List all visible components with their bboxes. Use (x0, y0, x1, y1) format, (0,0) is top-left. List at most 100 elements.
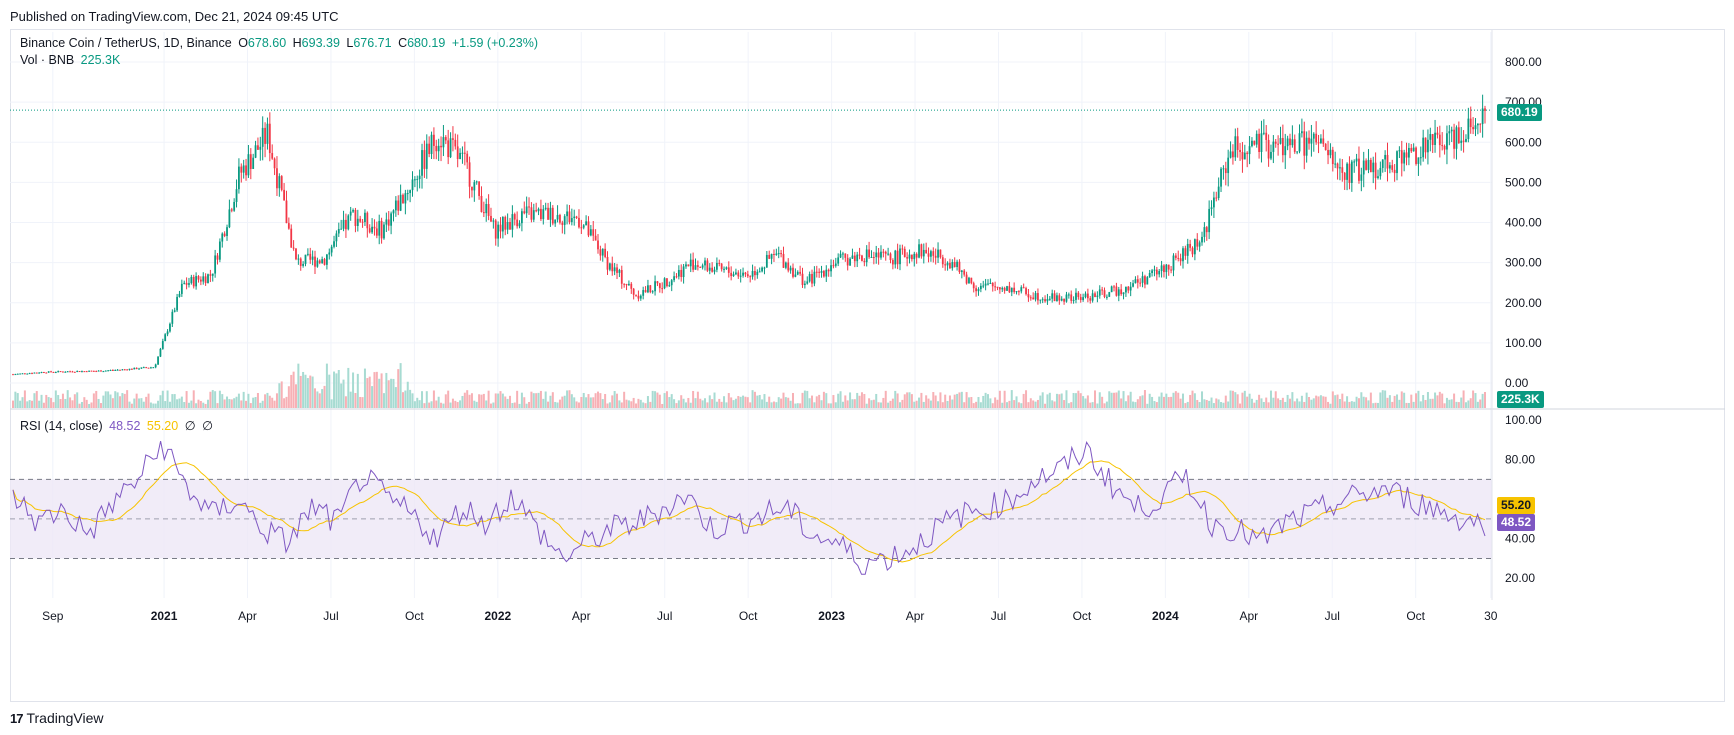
candle-body (1075, 292, 1077, 300)
candle-body (278, 176, 281, 189)
volume-bar (1105, 401, 1108, 408)
candle-body (630, 283, 633, 289)
candle-body (397, 200, 400, 211)
candle-body (1008, 286, 1011, 293)
candle-body (1291, 139, 1294, 146)
candle-body (713, 269, 716, 272)
candle-body (1229, 151, 1232, 158)
candle-body (442, 137, 445, 148)
candle-body (1457, 127, 1460, 143)
symbol-title[interactable]: Binance Coin / TetherUS, 1D, Binance (20, 36, 232, 50)
time-tick-label: Jul (323, 609, 338, 623)
candle-body (35, 372, 38, 374)
volume-bar (582, 392, 585, 408)
candle-body (264, 127, 266, 144)
volume-bar (71, 400, 74, 408)
candle-body (335, 233, 338, 242)
candle-body (92, 370, 95, 372)
time-tick-label: 2021 (151, 609, 178, 623)
volume-bar (309, 375, 312, 408)
candle-body (941, 257, 944, 265)
volume-bar (425, 391, 428, 408)
candle-body (185, 282, 188, 285)
candle-body (504, 216, 507, 230)
volume-bar (316, 391, 319, 408)
volume-bar (123, 393, 126, 408)
candle-body (252, 157, 255, 169)
candle-body (1136, 279, 1139, 283)
volume-bar (1196, 399, 1199, 408)
rsi-ma-value: 55.20 (146, 419, 179, 433)
volume-bar (1336, 394, 1339, 408)
volume-bar (596, 391, 599, 408)
volume-bar (1419, 401, 1422, 408)
tradingview-logo[interactable]: 17 TradingView (10, 710, 104, 726)
rsi-label[interactable]: RSI (14, close) (20, 419, 103, 433)
candle-body (1105, 296, 1108, 298)
candle-body (325, 254, 328, 265)
volume-bar (401, 392, 404, 408)
volume-bar (558, 399, 561, 408)
candle-body (216, 255, 219, 260)
volume-bar (939, 392, 942, 408)
candle-body (701, 265, 704, 268)
candle-body (559, 214, 561, 223)
candle-body (1317, 142, 1320, 144)
volume-bar (1025, 390, 1028, 408)
volume-bar (547, 401, 550, 408)
volume-bar (161, 390, 164, 408)
volume-bar (822, 391, 825, 408)
volume-bar (1224, 395, 1227, 408)
volume-bar (416, 397, 419, 408)
volume-bar (1462, 390, 1465, 408)
candle-body (221, 233, 224, 242)
volume-bar (1067, 403, 1070, 408)
volume-bar (206, 399, 209, 408)
volume-bar (1405, 402, 1408, 408)
candle-body (768, 254, 771, 259)
volume-bar (323, 385, 326, 408)
volume-bar (38, 400, 41, 408)
volume-bar (1343, 401, 1346, 408)
volume-bar (925, 395, 928, 408)
candle-body (960, 270, 963, 272)
rsi-ma-badge: 55.20 (1497, 497, 1536, 514)
candle-body (342, 219, 345, 229)
candle-body (746, 274, 749, 277)
candle-body (499, 224, 502, 232)
candle-body (1460, 140, 1463, 143)
volume-bar (359, 396, 362, 408)
candle-body (815, 271, 818, 273)
candle-body (801, 273, 804, 285)
volume-bar (1460, 397, 1463, 408)
candle-body (214, 255, 217, 274)
candle-body (180, 283, 183, 294)
volume-bar (1422, 395, 1425, 408)
candle-body (1277, 143, 1280, 145)
candle-body (939, 249, 942, 258)
volume-bar (226, 396, 229, 408)
volume-bar (872, 399, 875, 408)
volume-bar (791, 392, 794, 408)
rsi-tick-label: 40.00 (1505, 532, 1535, 546)
volume-bar (654, 391, 657, 408)
volume-bar (1006, 402, 1009, 408)
candle-body (418, 175, 421, 180)
candle-body (440, 145, 442, 148)
volume-label[interactable]: Vol · BNB (20, 53, 75, 67)
candle-body (1170, 269, 1173, 271)
candle-body (1343, 172, 1346, 180)
volume-bar (1001, 402, 1004, 408)
volume-bar (104, 391, 107, 408)
candle-body (238, 166, 240, 190)
volume-bar (378, 378, 381, 408)
candle-body (26, 373, 29, 375)
candle-body (1182, 248, 1184, 262)
price-tick-label: 200.00 (1505, 296, 1542, 310)
volume-bar (906, 392, 909, 408)
volume-bar (133, 398, 136, 408)
volume-bar (927, 398, 930, 408)
close-value: 680.19 (407, 36, 446, 50)
volume-bar (1181, 393, 1184, 408)
